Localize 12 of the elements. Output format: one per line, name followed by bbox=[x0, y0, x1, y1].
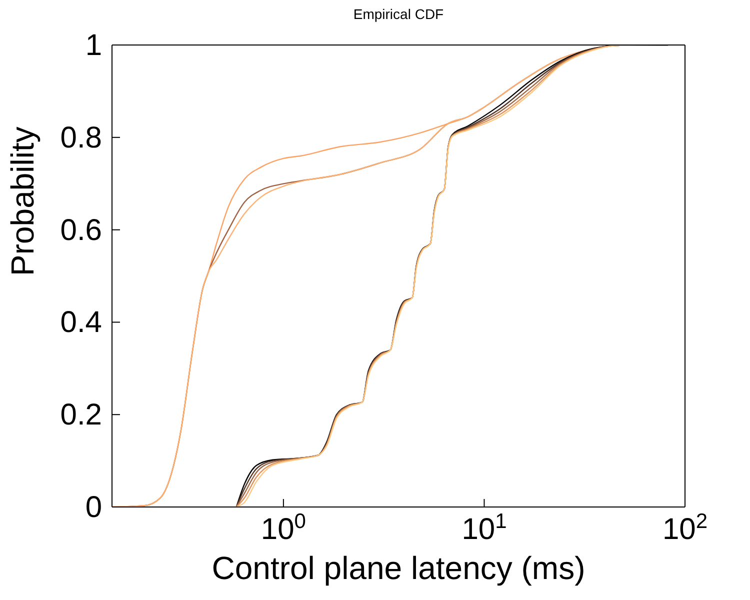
x-axis-title: Control plane latency (ms) bbox=[212, 550, 586, 586]
y-tick-label: 1 bbox=[85, 29, 102, 62]
y-tick-label: 0.2 bbox=[60, 398, 102, 432]
y-axis-title: Probability bbox=[4, 126, 40, 276]
x-tick-label: 10$^{2}$ bbox=[662, 510, 708, 546]
chart-title: Empirical CDF bbox=[352, 6, 445, 22]
y-tick-label: 0 bbox=[85, 491, 102, 524]
x-tick-label: 10$^{0}$ bbox=[260, 510, 306, 546]
x-tick-label: 10$^{1}$ bbox=[462, 510, 507, 546]
y-tick-label: 0.6 bbox=[60, 214, 102, 247]
y-tick-label: 0.8 bbox=[60, 121, 102, 154]
y-tick-label: 0.4 bbox=[60, 306, 102, 340]
